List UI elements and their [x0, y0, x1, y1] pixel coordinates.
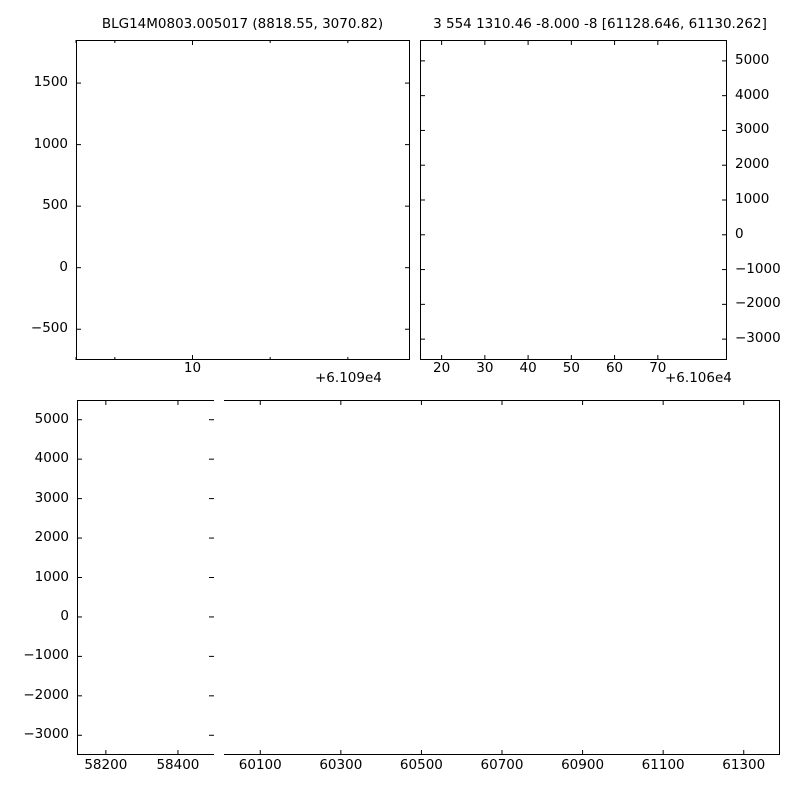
- y-tick-label: 500: [42, 197, 68, 214]
- x-tick-label: 60700: [480, 757, 524, 773]
- x-tick-label: 60500: [399, 757, 443, 773]
- y-tick-label: 2000: [34, 529, 69, 546]
- y-tick-label: 2000: [735, 156, 770, 173]
- x-tick-label: 30: [476, 360, 494, 376]
- y-tick-label: 3000: [34, 489, 69, 506]
- y-tick-label: −2000: [23, 686, 69, 703]
- y-tick-label: 1000: [735, 191, 770, 207]
- y-tick-label: −2000: [735, 295, 781, 312]
- x-tick-label: 40: [519, 360, 537, 376]
- x-tick-label: 60: [605, 360, 624, 376]
- y-tick-label: 0: [59, 258, 68, 275]
- x-tick-label: 60300: [319, 757, 363, 773]
- y-tick-label: −1000: [23, 647, 69, 664]
- x-offset-label-right: +6.106e4: [665, 370, 732, 386]
- y-tick-label: 0: [60, 607, 69, 624]
- full-lightcurve-right-segment[interactable]: [224, 400, 780, 755]
- y-tick-label: −3000: [735, 330, 781, 347]
- y-tick-label: 3000: [735, 121, 770, 138]
- event-window-panel[interactable]: [420, 40, 727, 360]
- y-tick-label: 5000: [34, 410, 69, 427]
- x-tick-label: 58400: [156, 757, 200, 773]
- panel-title-right: 3 554 1310.46 -8.000 -8 [61128.646, 6113…: [433, 16, 767, 32]
- x-tick-label: 58200: [84, 757, 128, 773]
- y-tick-label: 0: [735, 225, 744, 242]
- x-tick-label: 60100: [238, 757, 282, 773]
- x-tick-label: 10: [183, 360, 202, 376]
- y-tick-label: 5000: [735, 51, 770, 68]
- y-tick-label: 4000: [735, 86, 770, 103]
- y-tick-label: 1000: [33, 135, 68, 152]
- x-tick-label: 60900: [561, 757, 605, 773]
- y-tick-label: 4000: [34, 450, 69, 467]
- y-tick-label: 1500: [33, 74, 68, 91]
- y-tick-label: −500: [30, 320, 68, 337]
- zoomed-event-panel[interactable]: [76, 40, 410, 360]
- x-tick-label: 50: [562, 360, 580, 376]
- y-tick-label: −3000: [23, 726, 69, 743]
- x-tick-label: 70: [649, 360, 667, 376]
- x-tick-label: 61300: [722, 757, 766, 773]
- y-tick-label: −1000: [735, 260, 781, 277]
- x-offset-label-left: +6.109e4: [315, 370, 382, 386]
- full-lightcurve-left-segment[interactable]: [77, 400, 214, 755]
- x-tick-label: 20: [433, 360, 451, 376]
- x-tick-label: 61100: [641, 757, 685, 773]
- y-tick-label: 1000: [34, 568, 69, 585]
- panel-title-left: BLG14M0803.005017 (8818.55, 3070.82): [101, 16, 384, 32]
